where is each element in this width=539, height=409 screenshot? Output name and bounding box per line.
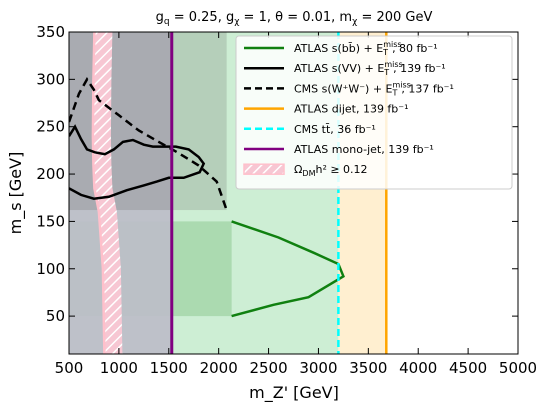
x-tick-label: 3000	[299, 359, 337, 377]
legend-label: ATLAS mono-jet, 139 fb⁻¹	[294, 143, 434, 156]
x-tick-label: 2500	[249, 359, 287, 377]
x-tick-label: 500	[55, 359, 84, 377]
legend-label: ATLAS dijet, 139 fb⁻¹	[294, 103, 409, 116]
legend-label: CMS tt̄, 36 fb⁻¹	[294, 123, 376, 136]
x-tick-label: 4500	[449, 359, 487, 377]
relic-density-hatched-band	[92, 32, 123, 354]
x-axis: 500 1000 1500 2000 2500 3000 3500 4000 4500 5000	[55, 32, 537, 377]
plot-frame	[68, 31, 519, 355]
legend-item-atlas_dijet: ATLAS dijet, 139 fb⁻¹	[244, 103, 409, 116]
y-tick-label: 50	[46, 307, 65, 325]
x-tick-label: 5000	[499, 359, 537, 377]
y-tick-label: 250	[36, 118, 65, 136]
legend-label: ATLAS s(bb̄) + Emiss T, 80 fb⁻¹	[294, 40, 438, 57]
chart-title: gq = 0.25, gχ = 1, θ = 0.01, mχ = 200 Ge…	[156, 10, 433, 27]
legend: ATLAS s(bb̄) + Emiss T, 80 fb⁻¹ ATLAS s(VV…	[235, 35, 513, 190]
y-axis: 50 100 150 200 250 300 350	[36, 23, 518, 325]
atlas-bb-contour	[231, 220, 345, 318]
legend-item-atlas_bb: ATLAS s(bb̄) + Emiss T, 80 fb⁻¹	[244, 40, 438, 57]
legend-item-atlas_vv: ATLAS s(VV) + Emiss T, 139 fb⁻¹	[244, 60, 446, 77]
x-tick-label: 1500	[150, 359, 188, 377]
legend-box	[235, 35, 513, 190]
legend-swatch	[243, 163, 285, 175]
y-tick-label: 150	[36, 212, 65, 230]
legend-item-relic: ΩDMh² ≥ 0.12	[243, 163, 368, 178]
y-tick-label: 350	[36, 23, 65, 41]
x-tick-label: 2000	[200, 359, 238, 377]
legend-item-atlas_monojet: ATLAS mono-jet, 139 fb⁻¹	[244, 143, 434, 156]
atlas-vv-contour	[69, 124, 206, 200]
legend-label: ATLAS s(VV) + Emiss T, 139 fb⁻¹	[294, 60, 446, 77]
y-tick-label: 100	[36, 260, 65, 278]
legend-label: CMS s(W⁺W⁻) + Emiss T, 137 fb⁻¹	[294, 80, 454, 97]
x-tick-label: 4000	[399, 359, 437, 377]
legend-item-cms_tt: CMS tt̄, 36 fb⁻¹	[244, 123, 376, 136]
x-tick-label: 3500	[349, 359, 387, 377]
x-tick-label: 1000	[100, 359, 138, 377]
legend-item-cms_ww: CMS s(W⁺W⁻) + Emiss T, 137 fb⁻¹	[244, 80, 454, 97]
y-axis-label: m_s [GeV]	[6, 152, 26, 235]
x-axis-label: m_Z' [GeV]	[249, 383, 339, 403]
cms-ww-contour	[69, 77, 228, 211]
legend-label: ΩDMh² ≥ 0.12	[294, 163, 368, 178]
y-tick-label: 300	[36, 70, 65, 88]
y-tick-label: 200	[36, 165, 65, 183]
